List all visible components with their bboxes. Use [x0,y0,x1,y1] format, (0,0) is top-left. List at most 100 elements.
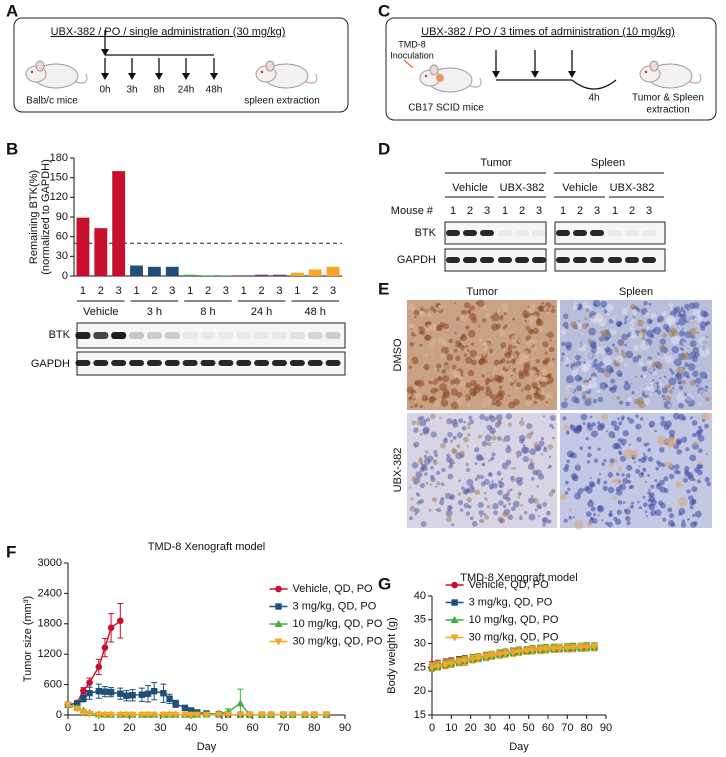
stain-dot [489,427,496,435]
stain-dot [433,450,438,454]
stain-dot [505,371,512,377]
stain-dot [659,352,667,360]
y-tick-label: 600 [44,679,62,691]
mouse-eye [260,70,264,74]
stain-dot [447,431,453,438]
stain-dot [488,472,492,476]
stain-dot [681,519,686,524]
stain-dot [483,478,490,485]
stain-dot [705,385,709,389]
stain-dot [565,375,574,384]
stain-dot [643,442,648,447]
blot-row-label: BTK [49,329,71,341]
stain-dot [461,333,466,338]
x-tick-label: 10 [93,722,105,734]
stain-dot [465,356,473,364]
stain-dot [626,315,635,325]
stain-dot [518,337,524,344]
stain-dot [523,511,528,515]
inoculation-label: Inoculation [390,50,434,60]
stain-dot [468,415,473,420]
blot-band [573,257,587,263]
stain-dot [625,516,628,519]
interval-bracket [571,79,617,90]
point [224,711,233,719]
point [171,711,180,719]
stain-dot [682,371,689,378]
stain-dot [450,388,458,396]
stain-dot [507,489,511,493]
x-tick-label: 1 [241,285,247,297]
stain-dot [631,309,638,315]
stain-dot [425,481,429,485]
stain-dot [414,508,420,514]
stain-dot [560,328,567,335]
y-tick-label: 30 [414,638,426,650]
stain-dot [597,447,601,451]
stain-dot [526,423,533,430]
stain-dot [662,332,668,338]
stain-dot [428,341,435,349]
column-label: Spleen [619,286,653,298]
bar [130,265,143,276]
stain-dot [631,391,635,395]
stain-dot [693,349,697,353]
stain-dot [640,341,650,351]
chart-title: TMD-8 Xenograft model [148,541,265,553]
stain-dot [479,337,484,343]
stain-dot [519,420,525,426]
stain-dot [504,324,508,328]
stain-dot [493,359,500,366]
blot-band [289,360,305,366]
blot-band [93,332,109,339]
x-tick-label: 2 [98,285,104,297]
stain-dot [470,484,474,488]
stain-dot [484,434,492,442]
stain-dot [586,360,594,367]
stain-dot [681,379,687,385]
stain-dot [413,309,420,316]
arrow-head [155,73,163,80]
stain-dot [480,357,485,362]
stain-dot [696,479,702,484]
blot-band [111,332,127,339]
group-label: Vehicle [83,306,118,318]
stain-dot [444,437,448,441]
y-tick-label: 15 [414,709,426,721]
stain-dot [474,489,481,496]
stain-dot [464,394,472,401]
stain-dot [574,464,581,471]
point [474,654,483,662]
stain-dot [609,458,615,464]
lane-label: 1 [560,205,566,217]
stain-dot [460,314,468,322]
mouse-ear [649,60,659,72]
stain-dot [437,337,445,345]
stain-dot [469,305,475,311]
stain-dot [466,497,472,503]
point [165,711,174,719]
stain-dot [549,339,552,342]
stain-dot [694,315,703,323]
bar [290,272,304,276]
stain-dot [689,505,694,510]
stain-dot [629,331,638,340]
stain-dot [466,349,470,352]
stain-dot [477,502,484,508]
point [85,710,94,718]
stain-dot [419,415,425,421]
stain-dot [674,464,680,470]
lane-label: 2 [629,205,635,217]
stain-dot [492,503,499,510]
stain-dot [463,488,470,495]
stain-dot [451,523,455,527]
stain-dot [691,420,698,426]
stain-dot [587,338,593,344]
stain-dot [618,466,623,470]
stain-dot [682,341,686,346]
point [482,653,491,661]
stain-dot [586,511,592,517]
blot-band [498,257,512,263]
blot-band [218,332,234,339]
